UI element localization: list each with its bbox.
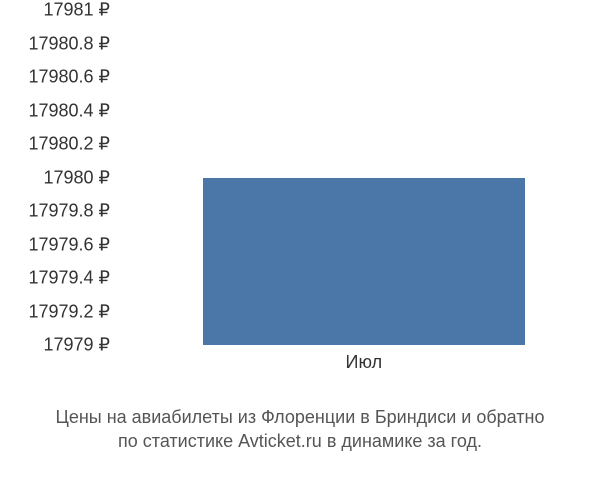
plot-area: [120, 10, 580, 345]
y-tick-label: 17979 ₽: [43, 335, 110, 356]
y-tick-label: 17980.6 ₽: [28, 67, 110, 88]
caption-line-2: по статистике Avticket.ru в динамике за …: [118, 431, 482, 451]
y-axis: 17981 ₽17980.8 ₽17980.6 ₽17980.4 ₽17980.…: [0, 10, 115, 345]
chart-container: 17981 ₽ 17980.8 ₽ 17980.6 ₽ 17980.4 ₽ 17980.…: [0, 0, 600, 400]
bar: [203, 178, 525, 346]
x-axis: Июл: [120, 352, 580, 382]
y-tick-label: 17980.8 ₽: [28, 33, 110, 54]
chart-caption: Цены на авиабилеты из Флоренции в Бринди…: [0, 405, 600, 454]
y-tick-label: 17979.6 ₽: [28, 234, 110, 255]
y-tick-label: 17981 ₽: [43, 0, 110, 21]
caption-line-1: Цены на авиабилеты из Флоренции в Бринди…: [56, 407, 545, 427]
y-tick-label: 17980 ₽: [43, 167, 110, 188]
y-tick-label: 17979.8 ₽: [28, 201, 110, 222]
y-tick-label: 17979.4 ₽: [28, 268, 110, 289]
y-tick-label: 17979.2 ₽: [28, 301, 110, 322]
y-tick-label: 17980.4 ₽: [28, 100, 110, 121]
y-tick-label: 17980.2 ₽: [28, 134, 110, 155]
x-tick-label: Июл: [346, 352, 383, 373]
